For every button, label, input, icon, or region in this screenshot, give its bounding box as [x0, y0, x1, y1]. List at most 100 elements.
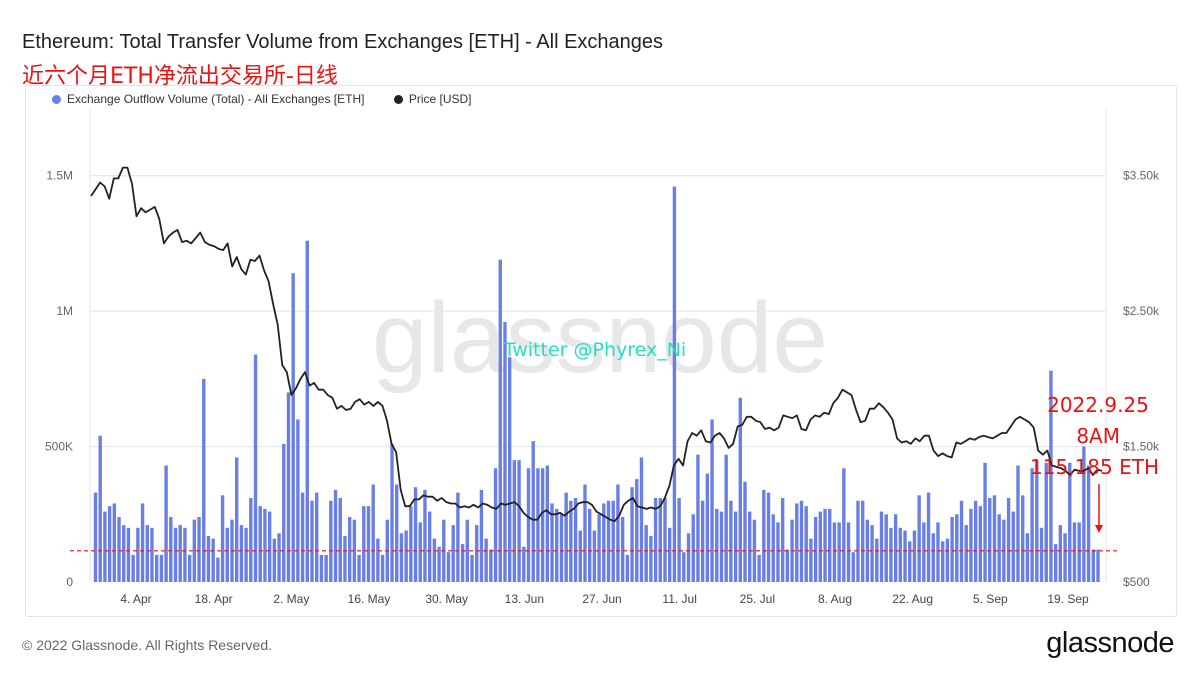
legend-item-outflow[interactable]: Exchange Outflow Volume (Total) - All Ex…: [52, 92, 364, 106]
bar-outflow: [512, 460, 517, 582]
bar-outflow: [620, 516, 625, 582]
bar-outflow: [258, 506, 262, 582]
x-tick-label: 19. Sep: [1047, 592, 1089, 606]
bar-outflow: [686, 533, 691, 582]
bar-outflow: [1091, 549, 1095, 582]
x-tick-label: 27. Jun: [582, 592, 621, 606]
legend-swatch-price: [393, 94, 403, 104]
bar-outflow: [489, 549, 493, 582]
bar-outflow: [347, 516, 352, 582]
bar-outflow: [860, 500, 865, 582]
bar-outflow: [672, 186, 677, 582]
bar-outflow: [813, 516, 818, 582]
bar-outflow: [329, 500, 333, 582]
bar-outflow: [691, 514, 695, 582]
bar-outflow: [936, 522, 940, 582]
bar-outflow: [272, 538, 277, 582]
bar-outflow: [192, 519, 197, 582]
bar-outflow: [531, 441, 535, 582]
bar-outflow: [992, 495, 997, 582]
bar-outflow: [1016, 465, 1020, 582]
bar-outflow: [818, 511, 823, 582]
bar-outflow: [630, 487, 634, 582]
bar-outflow: [517, 460, 521, 582]
bar-outflow: [159, 554, 164, 582]
bar-outflow: [1058, 525, 1063, 582]
bar-outflow: [851, 552, 855, 582]
bar-outflow: [926, 492, 931, 582]
bar-outflow: [154, 554, 159, 582]
x-tick-label: 22. Aug: [892, 592, 933, 606]
bar-outflow: [479, 489, 484, 582]
bar-outflow: [93, 492, 98, 582]
bar-outflow: [780, 498, 785, 582]
bar-outflow: [296, 419, 300, 582]
bar-outflow: [978, 506, 983, 582]
bar-outflow: [973, 500, 978, 582]
bar-outflow: [357, 554, 361, 582]
x-tick-label: 4. Apr: [120, 592, 151, 606]
bar-outflow: [540, 468, 545, 582]
bar-outflow: [122, 525, 126, 582]
legend-item-price[interactable]: Price [USD]: [393, 92, 472, 106]
bar-outflow: [1053, 544, 1058, 582]
bar-outflow: [503, 321, 507, 582]
bar-outflow: [197, 516, 201, 582]
x-tick-label: 2. May: [273, 592, 309, 606]
bar-outflow: [903, 530, 907, 582]
bar-outflow: [465, 519, 470, 582]
glassnode-logo[interactable]: glassnode: [1046, 627, 1174, 659]
bar-outflow: [145, 525, 149, 582]
bar-outflow: [677, 498, 681, 582]
bar-outflow: [380, 554, 385, 582]
y-right-tick-label: $1.50k: [1123, 440, 1160, 454]
y-left-tick-label: 1.5M: [46, 169, 73, 183]
bar-outflow: [893, 514, 898, 582]
bar-outflow: [879, 511, 884, 582]
bar-outflow: [319, 554, 324, 582]
bar-outflow: [997, 514, 1001, 582]
bar-outflow: [343, 535, 347, 582]
bar-outflow: [870, 525, 874, 582]
bar-outflow: [187, 554, 192, 582]
bar-outflow: [837, 522, 841, 582]
bar-outflow: [451, 525, 455, 582]
y-left-tick-label: 1M: [56, 304, 73, 318]
bar-outflow: [1035, 460, 1039, 582]
bar-outflow: [889, 527, 893, 582]
bar-outflow: [1072, 522, 1077, 582]
bar-outflow: [282, 443, 286, 582]
bar-outflow: [239, 525, 244, 582]
bar-outflow: [206, 535, 211, 582]
legend-swatch-outflow: [52, 94, 61, 104]
bar-outflow: [649, 535, 653, 582]
bar-outflow: [1077, 522, 1081, 582]
bar-outflow: [211, 538, 215, 582]
bar-outflow: [940, 541, 945, 582]
bar-outflow: [413, 487, 418, 582]
bar-outflow: [668, 527, 672, 582]
bar-outflow: [578, 530, 582, 582]
bar-outflow: [846, 522, 851, 582]
bar-outflow: [545, 465, 550, 582]
bar-outflow: [216, 557, 220, 582]
bar-outflow: [828, 508, 832, 582]
chart-subtitle: 近六个月ETH净流出交易所-日线: [22, 64, 338, 89]
bar-outflow: [220, 495, 225, 582]
x-tick-label: 18. Apr: [195, 592, 233, 606]
bar-outflow: [169, 516, 173, 582]
bar-outflow: [955, 514, 959, 582]
bar-outflow: [1068, 462, 1072, 582]
bar-outflow: [611, 500, 615, 582]
bar-outflow: [98, 435, 102, 582]
y-left-tick-label: 500K: [45, 440, 73, 454]
bar-outflow: [804, 506, 808, 582]
bar-outflow: [409, 506, 413, 582]
bar-outflow: [536, 468, 540, 582]
bar-outflow: [117, 516, 121, 582]
bar-outflow: [766, 492, 771, 582]
bar-outflow: [616, 484, 620, 582]
bar-outflow: [809, 538, 813, 582]
bar-outflow: [498, 259, 502, 582]
x-tick-label: 8. Aug: [818, 592, 852, 606]
